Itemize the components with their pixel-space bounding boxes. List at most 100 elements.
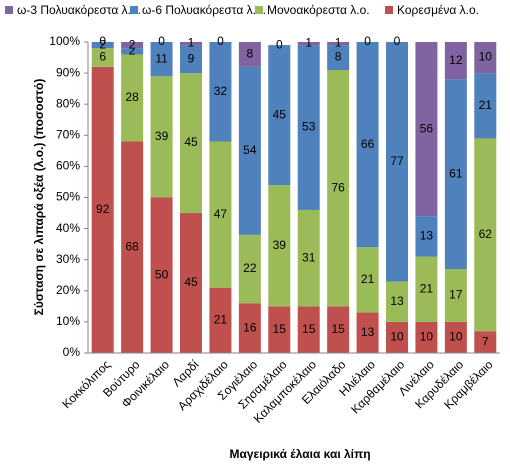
bar-segment [209, 42, 232, 142]
bar-segment [180, 213, 202, 353]
y-axis-title: Σύσταση σε λιπαρά οξέα (λ.ο.) (ποσοστό) [32, 79, 46, 316]
data-label: 2 [99, 37, 106, 51]
data-label: 21 [361, 272, 375, 286]
data-label: 1 [335, 36, 342, 50]
data-label: 21 [420, 281, 434, 295]
data-label: 11 [155, 51, 168, 65]
data-label: 1 [305, 36, 312, 50]
data-label: 10 [479, 50, 493, 64]
bar-segment [444, 42, 467, 80]
bar-segment [327, 69, 350, 307]
data-label: 50 [155, 267, 169, 281]
data-label: 10 [390, 330, 404, 344]
bar-segment [121, 48, 144, 55]
bar-segment [238, 42, 261, 67]
data-label: 32 [214, 84, 228, 98]
bar-segment [150, 42, 173, 77]
legend-swatch [255, 6, 263, 14]
bar-segment [297, 306, 320, 353]
data-label: 31 [302, 250, 316, 264]
bar-segment [386, 42, 408, 282]
legend-label: Μονοακόρεστα λ.ο. [267, 3, 370, 17]
bar-segment [474, 331, 497, 353]
bar-segment [415, 42, 438, 217]
y-tick-label: 80% [56, 96, 80, 110]
legend-label: Κορεσμένα λ.ο. [397, 3, 479, 17]
bar-segment [444, 79, 467, 270]
bar-segment [209, 141, 232, 288]
data-label: 45 [184, 135, 198, 149]
bar-segment [268, 185, 291, 307]
bar-segment [91, 66, 114, 353]
bar-segment [386, 281, 408, 322]
data-label: 1 [188, 36, 195, 50]
data-label: 8 [247, 47, 254, 61]
bar-segment [121, 42, 144, 49]
data-label: 15 [273, 322, 287, 336]
data-label: 7 [482, 334, 489, 348]
bar-segment [238, 66, 261, 235]
data-label: 0 [99, 34, 106, 48]
bar-segment [415, 321, 438, 353]
data-label: 61 [449, 166, 463, 180]
data-label: 15 [331, 322, 345, 336]
data-label: 17 [449, 288, 463, 302]
bar-segment [91, 48, 114, 67]
data-label: 45 [273, 107, 287, 121]
data-label: 2 [129, 37, 136, 51]
data-label: 56 [420, 121, 434, 135]
bar-segment [91, 42, 114, 49]
data-label: 10 [420, 330, 434, 344]
data-label: 92 [96, 202, 110, 216]
bar-segment [209, 287, 232, 353]
bar-segment [150, 197, 173, 353]
bar-segment [356, 312, 379, 353]
bar-segment [150, 76, 173, 198]
bar-segment [415, 216, 438, 257]
data-label: 12 [449, 53, 463, 67]
bar-segment [356, 247, 379, 313]
bar-segment [444, 321, 467, 353]
bar-segment [297, 42, 320, 46]
data-label: 6 [99, 50, 106, 64]
data-label: 0 [276, 37, 283, 51]
data-label: 68 [125, 239, 139, 253]
bar-segment [180, 42, 202, 46]
bar-segment [356, 42, 379, 248]
y-tick-label: 20% [56, 283, 80, 297]
legend-label: ω-6 Πολυακόρεστα λ.ο. [142, 3, 266, 17]
y-tick-label: 40% [56, 221, 80, 235]
y-tick-label: 60% [56, 159, 80, 173]
data-label: 0 [158, 34, 165, 48]
legend-swatch [130, 6, 138, 14]
y-tick-label: 70% [56, 127, 80, 141]
y-tick-label: 0% [63, 345, 81, 359]
data-label: 21 [479, 98, 493, 112]
data-label: 8 [335, 50, 342, 64]
bar-segment [327, 306, 350, 353]
data-label: 0 [217, 34, 224, 48]
data-label: 21 [214, 313, 228, 327]
bar-segment [386, 321, 408, 353]
bar-segment [180, 73, 202, 214]
data-label: 10 [449, 330, 463, 344]
x-axis-title: Μαγειρικά έλαια και λίπη [229, 447, 370, 461]
bar-segment [327, 42, 350, 46]
data-label: 39 [155, 129, 169, 143]
data-label: 53 [302, 120, 316, 134]
bar-segment [180, 45, 202, 74]
data-label: 22 [243, 261, 257, 275]
bar-segment [474, 138, 497, 332]
data-label: 0 [394, 34, 401, 48]
data-label: 66 [361, 137, 375, 151]
data-label: 0 [364, 34, 371, 48]
data-label: 13 [420, 229, 434, 243]
data-label: 62 [479, 227, 493, 241]
bar-segment [121, 141, 144, 353]
legend-swatch [385, 6, 393, 14]
y-tick-label: 10% [56, 314, 80, 328]
y-tick-label: 50% [56, 190, 80, 204]
data-label: 2 [129, 44, 136, 58]
data-label: 28 [125, 90, 139, 104]
data-label: 54 [243, 143, 257, 157]
